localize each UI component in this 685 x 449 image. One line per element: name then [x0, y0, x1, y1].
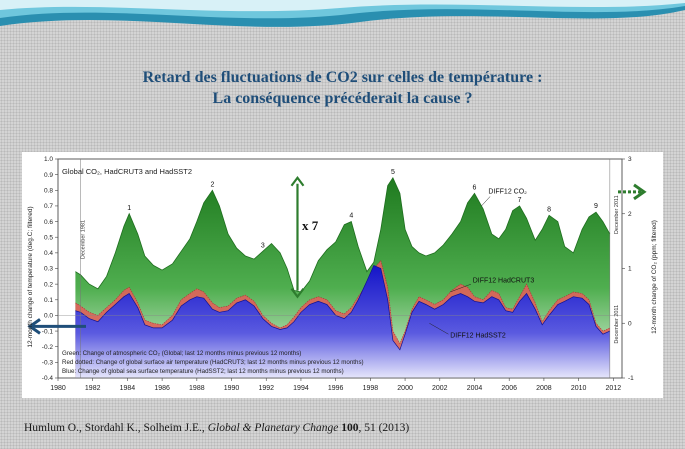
y-tick-label-left: 0.1	[44, 297, 53, 304]
series-hadsst2-line	[75, 264, 611, 351]
y-tick-label-left: 0.7	[44, 203, 53, 210]
slide-title-line2: La conséquence précéderait la cause ?	[212, 90, 473, 107]
x-tick-label: 1992	[258, 385, 274, 392]
y-tick-label-left: 1.0	[44, 156, 53, 163]
series-label-leader	[481, 196, 491, 207]
x-tick-label: 2008	[536, 385, 552, 392]
citation: Humlum O., Stordahl K., Solheim J.E., Gl…	[24, 422, 409, 434]
x-tick-label: 2000	[397, 385, 413, 392]
peak-label: 9	[594, 203, 598, 210]
vertical-label-2011-top: December 2011	[614, 195, 620, 234]
peak-label: 5	[391, 169, 395, 176]
y-tick-label-left: -0.1	[42, 328, 54, 335]
x-tick-label: 2012	[606, 385, 622, 392]
y-tick-label-left: 0.5	[44, 234, 53, 241]
vertical-label-2011-bottom: December 2011	[614, 305, 620, 344]
y-tick-label-right: 1	[628, 266, 632, 273]
x-tick-label: 1990	[224, 385, 240, 392]
legend-note-red: Red dotted: Change of global surface air…	[62, 359, 364, 366]
x-tick-label: 1984	[120, 385, 136, 392]
vertical-label-1981: December 1981	[81, 220, 87, 259]
x-tick-label: 1986	[154, 385, 170, 392]
series-co2-line	[75, 176, 611, 293]
series-hadcrut3-line	[75, 260, 611, 345]
series-label-leader	[450, 283, 472, 293]
y-tick-label-right: 2	[628, 211, 632, 218]
peak-label: 7	[518, 197, 522, 204]
y-tick-label-left: -0.4	[42, 375, 54, 382]
x-tick-label: 1982	[85, 385, 101, 392]
peak-label: 8	[547, 206, 551, 213]
y-tick-label-left: 0.0	[44, 313, 53, 320]
right-axis-arrow-head	[633, 183, 647, 201]
y-tick-label-right: 3	[628, 156, 632, 163]
left-axis-arrow-head	[27, 318, 41, 335]
x-tick-label: 1998	[363, 385, 379, 392]
y-tick-label-left: 0.4	[44, 250, 53, 257]
x-tick-label: 2010	[571, 385, 587, 392]
series-label-leader	[429, 323, 449, 335]
peak-label: 4	[349, 213, 353, 220]
citation-volume: 100	[341, 422, 359, 434]
series-hadsst2-area	[75, 265, 610, 378]
series-label-hadcrut3: DIFF12 HadCRUT3	[473, 278, 535, 285]
y-tick-label-left: 0.2	[44, 281, 53, 288]
y-tick-label-left: 0.9	[44, 172, 53, 179]
citation-rest: , 51 (2013)	[358, 422, 410, 434]
x-tick-label: 1988	[189, 385, 205, 392]
citation-journal: Global & Planetary Change	[207, 422, 339, 434]
chart-figure: -0.4 -0.3 -0.2 -0.1 0.0 0.1 0.2 0.3 0.4 0.5 0.6 0.7…	[22, 152, 663, 398]
y-tick-label-left: 0.8	[44, 187, 53, 194]
x-tick-label: 2006	[501, 385, 517, 392]
chart-svg: -0.4 -0.3 -0.2 -0.1 0.0 0.1 0.2 0.3 0.4 0.5 0.6 0.7…	[27, 156, 658, 392]
legend-note-blue: Blue: Change of global sea surface tempe…	[62, 368, 344, 375]
scale-arrow-head-top	[290, 175, 305, 187]
y-tick-label-left: 0.6	[44, 219, 53, 226]
y-tick-label-left: 0.3	[44, 266, 53, 273]
y-tick-label-right: -1	[628, 375, 634, 382]
legend-note-green: Green: Change of atmospheric CO₂ (Global…	[62, 350, 301, 357]
peak-label: 2	[210, 181, 214, 188]
peak-label: 3	[261, 242, 265, 249]
series-label-hadsst2: DIFF12 HadSST2	[450, 332, 506, 339]
x-tick-label: 2004	[467, 385, 483, 392]
y-tick-label-left: -0.3	[42, 360, 54, 367]
slide-title-line1: Retard des fluctuations de CO2 sur celle…	[142, 69, 543, 86]
y-axis-left-label: 12-month change of temperature (deg.C; f…	[27, 206, 34, 347]
x-tick-label: 1994	[293, 385, 309, 392]
x-tick-label: 1996	[328, 385, 344, 392]
peak-label: 1	[127, 205, 131, 212]
peak-label: 6	[473, 184, 477, 191]
scale-arrow-head-bottom	[290, 287, 305, 299]
y-tick-label-left: -0.2	[42, 344, 54, 351]
y-axis-right-label: 12-month change of CO₂ (ppm; filtered)	[651, 220, 658, 334]
x-tick-label: 2002	[432, 385, 448, 392]
top-wave-decoration	[0, 0, 685, 27]
x-tick-label: 1980	[50, 385, 66, 392]
series-label-co2: DIFF12 CO₂	[488, 188, 527, 195]
x7-annotation: x 7	[302, 218, 319, 233]
citation-authors: Humlum O., Stordahl K., Solheim J.E.,	[24, 422, 208, 434]
y-tick-label-right: 0	[628, 320, 632, 327]
chart-title: Global CO₂, HadCRUT3 and HadSST2	[62, 167, 192, 176]
